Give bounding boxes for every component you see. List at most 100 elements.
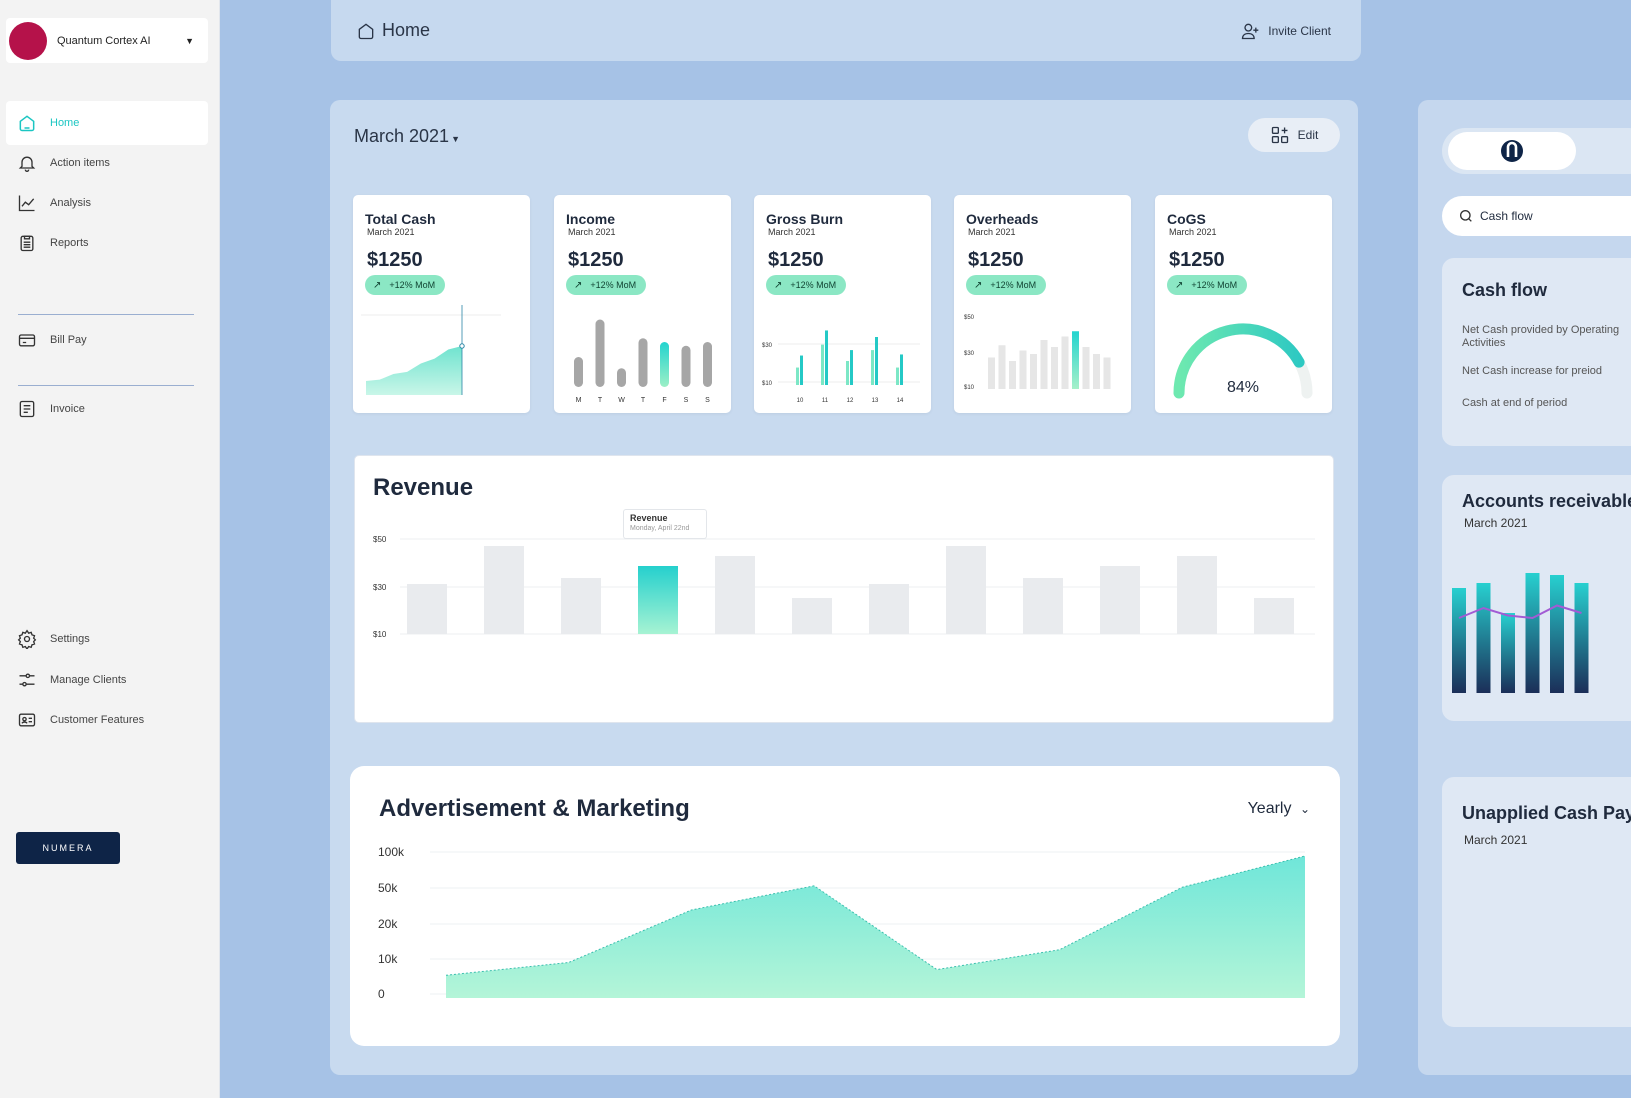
area-line	[445, 855, 1306, 976]
month-selector[interactable]: March 2021 ▼	[354, 126, 460, 147]
bar	[681, 345, 691, 387]
card-title: Overheads	[966, 211, 1039, 227]
bar	[660, 342, 669, 387]
data-point	[459, 343, 465, 349]
card-value: $1250	[568, 249, 624, 271]
id-card-icon	[16, 709, 38, 731]
bar	[1051, 347, 1058, 389]
line-series	[1458, 604, 1582, 620]
bar	[1501, 613, 1515, 693]
sidebar-item-action-items[interactable]: Action items	[6, 141, 208, 185]
toggle-knob[interactable]	[1448, 132, 1576, 170]
tick-label: 14	[897, 398, 904, 404]
edit-button[interactable]: Edit	[1248, 118, 1340, 152]
cash-flow-card[interactable]: Cash flow Net Cash provided by Operating…	[1442, 258, 1631, 446]
sidebar-item-manage-clients[interactable]: Manage Clients	[6, 658, 208, 702]
cash-flow-search[interactable]: Cash flow	[1442, 196, 1631, 236]
org-name: Quantum Cortex AI	[57, 34, 151, 47]
mom-badge: ↗ +12% MoM	[766, 275, 847, 295]
card-subtitle: March 2021	[1169, 227, 1217, 237]
revenue-chart: $50 $30 $10	[373, 535, 1315, 639]
accounts-receivable-card[interactable]: Accounts receivable March 2021	[1442, 475, 1631, 721]
sidebar-item-bill-pay[interactable]: Bill Pay	[6, 318, 208, 362]
caret-down-icon: ▼	[185, 35, 194, 46]
cash-flow-row: Net Cash provided by Operating Activitie…	[1462, 324, 1620, 349]
period-dropdown[interactable]: Yearly ⌄	[1248, 800, 1310, 818]
unapplied-title: Unapplied Cash Payments	[1462, 803, 1631, 823]
tick-label: 10	[797, 398, 804, 404]
org-switcher[interactable]: Quantum Cortex AI ▼	[6, 18, 208, 63]
card-subtitle: March 2021	[367, 227, 415, 237]
invoice-icon	[16, 398, 38, 420]
sidebar-item-label: Action items	[50, 157, 110, 169]
tick-label: 10k	[378, 952, 398, 966]
kpi-card-cogs[interactable]: CoGS March 2021 $1250 ↗ +12% MoM 84%	[1155, 195, 1332, 413]
ar-chart	[1452, 573, 1589, 693]
bar	[900, 354, 903, 385]
numera-logo[interactable]: NUMERA	[16, 832, 120, 864]
credit-card-icon	[16, 329, 38, 351]
right-panel: Cash flow Cash flow Net Cash provided by…	[1418, 100, 1631, 1075]
badge-label: +12% MoM	[1191, 280, 1238, 290]
bar	[988, 357, 995, 389]
sidebar-item-customer-features[interactable]: Customer Features	[6, 698, 208, 742]
revenue-card: Revenue $50 $30 $10 Revenue Monday, April …	[354, 455, 1334, 723]
mom-badge: ↗ +12% MoM	[1167, 275, 1248, 295]
card-title: CoGS	[1167, 211, 1206, 227]
divider	[18, 385, 194, 386]
tick-label: 20k	[378, 917, 398, 931]
card-value: $1250	[367, 249, 423, 271]
chevron-down-icon: ⌄	[1299, 802, 1310, 816]
revenue-tooltip: Revenue Monday, April 22nd	[623, 509, 707, 539]
ads-marketing-chart: 100k 50k 20k 10k 0	[378, 845, 1306, 1001]
ar-title: Accounts receivable	[1462, 491, 1631, 511]
sidebar-item-settings[interactable]: Settings	[6, 617, 208, 661]
tick-label: $30	[964, 351, 975, 357]
kpi-card-income[interactable]: Income March 2021 $1250 ↗ +12% MoM M T W T F S…	[554, 195, 731, 413]
invite-client-button[interactable]: Invite Client	[1240, 21, 1331, 41]
sidebar-item-invoice[interactable]: Invoice	[6, 387, 208, 431]
kpi-card-overheads[interactable]: Overheads March 2021 $1250 ↗ +12% MoM $50…	[954, 195, 1131, 413]
bar	[1452, 588, 1466, 693]
kpi-card-gross-burn[interactable]: Gross Burn March 2021 $1250 ↗ +12% MoM $3…	[754, 195, 931, 413]
card-subtitle: March 2021	[968, 227, 1016, 237]
tick-label: S	[684, 397, 689, 404]
topbar: Home Invite Client	[331, 0, 1361, 61]
caret-down-icon: ▼	[451, 134, 460, 144]
main-panel: March 2021 ▼ Edit Total Cash March 2021 $…	[330, 100, 1358, 1075]
card-title: Gross Burn	[766, 211, 844, 227]
gauge-label: 84%	[1227, 379, 1259, 396]
sidebar-item-reports[interactable]: Reports	[6, 221, 208, 265]
bar	[715, 556, 755, 634]
bar	[1177, 556, 1217, 634]
sidebar: Quantum Cortex AI ▼ Home Action items An…	[0, 0, 220, 1098]
kpi-card-total-cash[interactable]: Total Cash March 2021 $1250 ↗ +12% MoM	[353, 195, 530, 413]
mom-badge: ↗ +12% MoM	[566, 275, 647, 295]
cash-flow-row: Cash at end of period	[1462, 397, 1568, 409]
bar	[998, 345, 1006, 389]
invite-label: Invite Client	[1268, 23, 1331, 38]
sidebar-item-analysis[interactable]: Analysis	[6, 181, 208, 225]
unapplied-cash-card[interactable]: Unapplied Cash Payments March 2021	[1442, 777, 1631, 1027]
bar	[1100, 566, 1140, 634]
tick-label: $50	[964, 315, 975, 321]
mom-badge: ↗ +12% MoM	[365, 275, 446, 295]
tick-label: 12	[847, 398, 854, 404]
view-toggle[interactable]	[1442, 128, 1631, 174]
badge-label: +12% MoM	[389, 280, 436, 290]
bar	[1040, 340, 1048, 389]
card-subtitle: March 2021	[768, 227, 816, 237]
bar	[407, 584, 447, 634]
bar	[1103, 357, 1111, 389]
tick-label: 13	[872, 398, 879, 404]
bar	[1476, 583, 1491, 693]
bar	[1254, 598, 1294, 634]
bar	[1082, 347, 1090, 389]
sidebar-item-home[interactable]: Home	[6, 101, 208, 145]
tick-label: 100k	[378, 845, 405, 859]
card-value: $1250	[768, 249, 824, 271]
bar	[574, 357, 583, 387]
total-cash-chart	[361, 305, 501, 395]
sidebar-item-label: Manage Clients	[50, 674, 127, 686]
tick-label: $50	[373, 535, 387, 544]
